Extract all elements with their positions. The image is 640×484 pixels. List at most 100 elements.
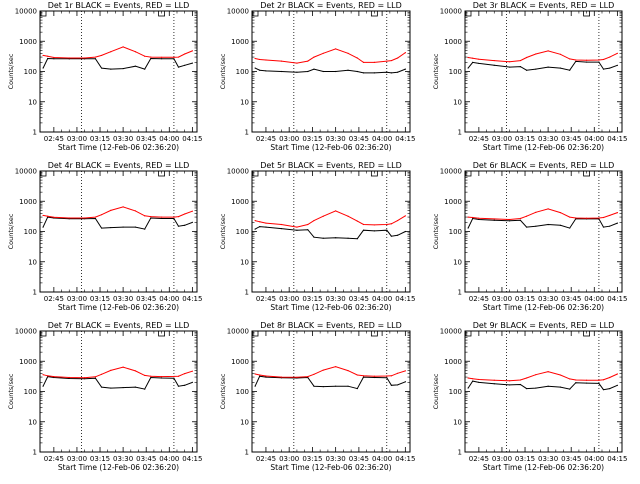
panel-1-point-lld: [84, 57, 86, 59]
panel-9-point-events: [585, 382, 588, 384]
panel-6-xtick-label: 03:30: [538, 295, 558, 303]
panel-8-series-events: [254, 375, 406, 390]
panel-4-point-lld: [110, 209, 112, 211]
panel-3-marker-box: [583, 10, 590, 17]
panel-7-point-events: [177, 385, 180, 387]
panel-8-point-events: [386, 377, 388, 379]
panel-3-xtick-label: 03:45: [561, 135, 581, 143]
panel-1-ytick-label: 10000: [15, 8, 37, 16]
panel-5-point-events: [322, 237, 324, 239]
panel-7-point-events: [184, 384, 186, 386]
panel-3-point-lld: [609, 56, 611, 58]
panel-8-point-events: [347, 385, 349, 387]
panel-4-point-events: [134, 226, 137, 228]
panel-3-xtick-label: 03:00: [492, 135, 512, 143]
panel-9-ytick-label: 100: [449, 388, 462, 396]
panel-8-ytick-label: 100: [236, 388, 249, 396]
panel-2-ytick-label: 10000: [227, 8, 249, 16]
panel-8-point-events: [362, 376, 365, 378]
panel-1-xtick-label: 02:45: [44, 135, 64, 143]
panel-9-point-events: [559, 386, 562, 388]
panel-8-ytick-label: 10000: [227, 328, 249, 336]
panel-3-point-events: [598, 61, 600, 63]
panel-6-point-lld: [478, 217, 480, 219]
panel-2-point-lld: [307, 60, 309, 62]
panel-7-point-lld: [68, 376, 70, 379]
panel-1-point-events: [53, 58, 55, 60]
panel-4-point-events: [47, 216, 49, 218]
panel-2-xtick-label: 04:00: [372, 135, 392, 143]
panel-2-point-lld: [335, 48, 337, 50]
panel-7-xlabel: Start Time (12-Feb-06 02:36:20): [58, 463, 179, 472]
panel-3-point-events: [616, 64, 618, 66]
panel-9-point-lld: [602, 379, 605, 381]
panel-2-xtick-label: 03:30: [326, 135, 346, 143]
panel-9-xlabel: Start Time (12-Feb-06 02:36:20): [483, 463, 604, 472]
panel-8-point-lld: [356, 374, 358, 376]
panel-6-point-lld: [472, 216, 474, 219]
panel-8-point-lld: [280, 376, 283, 378]
panel-3-marker-box-left: [465, 10, 472, 17]
panel-8-xtick-label: 03:30: [326, 455, 346, 463]
panel-7-ytick-label: 10000: [15, 328, 37, 336]
panel-3-ytick-label: 10: [453, 98, 462, 106]
panel-7-point-events: [100, 386, 103, 388]
panel-4-point-events: [160, 217, 163, 220]
panel-1-point-events: [191, 62, 193, 64]
panel-9-point-lld: [467, 377, 469, 379]
panel-5-point-lld: [397, 219, 399, 222]
panel-2-point-events: [280, 70, 283, 73]
panel-6-ytick-label: 10000: [440, 168, 462, 176]
panel-3-point-lld: [467, 56, 469, 59]
panel-5-point-events: [404, 230, 406, 233]
panel-4-ytick-label: 10: [28, 258, 37, 266]
panel-7-point-lld: [47, 375, 49, 377]
panel-9-xtick-label: 04:00: [584, 455, 604, 463]
panel-5-point-events: [254, 228, 256, 230]
panel-7-point-events: [53, 376, 55, 379]
panel-4-frame: [39, 170, 198, 293]
panel-1-frame: [39, 10, 198, 133]
panel-8-point-lld: [307, 376, 309, 378]
panel-2-point-events: [265, 70, 267, 72]
panel-3-point-events: [519, 66, 522, 68]
panel-6-point-events: [525, 226, 528, 228]
panel-1-ytick-label: 1000: [19, 38, 37, 46]
panel-3-point-events: [509, 66, 511, 68]
panel-7-point-lld: [191, 370, 193, 372]
panel-4-series-lld: [43, 206, 193, 219]
panel-9-xtick-label: 03:45: [561, 455, 581, 463]
panel-1-point-events: [173, 58, 175, 60]
panel-1-xtick-label: 03:00: [67, 135, 87, 143]
panel-5-point-events: [356, 238, 358, 240]
panel-9-point-events: [525, 387, 528, 390]
panel-5-point-events: [347, 237, 349, 239]
panel-7-point-events: [144, 388, 146, 390]
panel-8-point-lld: [390, 375, 393, 377]
panel-6-xtick-label: 02:45: [469, 295, 489, 303]
panel-5-xtick-label: 04:15: [395, 295, 415, 303]
panel-3-point-events: [585, 61, 588, 63]
panel-4-point-events: [122, 226, 124, 228]
panel-1-point-events: [100, 67, 103, 69]
panel-6-point-lld: [569, 216, 571, 218]
panel-4-point-events: [144, 228, 146, 230]
panel-3-xtick-label: 03:15: [515, 135, 535, 143]
panel-4-point-events: [100, 227, 103, 229]
panel-4-point-lld: [191, 210, 193, 212]
panel-7-point-events: [191, 381, 193, 383]
panel-8-point-events: [259, 375, 261, 377]
panel-1-ytick-label: 10: [28, 98, 37, 106]
panel-5-xlabel: Start Time (12-Feb-06 02:36:20): [270, 303, 391, 312]
panel-3-point-lld: [585, 59, 588, 61]
panel-6-series-events: [467, 217, 618, 229]
panel-6-point-lld: [609, 214, 611, 217]
panel-6-ytick-label: 1: [458, 289, 462, 297]
panel-3-point-events: [602, 68, 605, 70]
panel-1-point-lld: [150, 56, 152, 58]
panel-6-point-lld: [519, 217, 522, 220]
panel-1-point-lld: [53, 56, 55, 59]
panel-9-frame: [464, 330, 623, 453]
